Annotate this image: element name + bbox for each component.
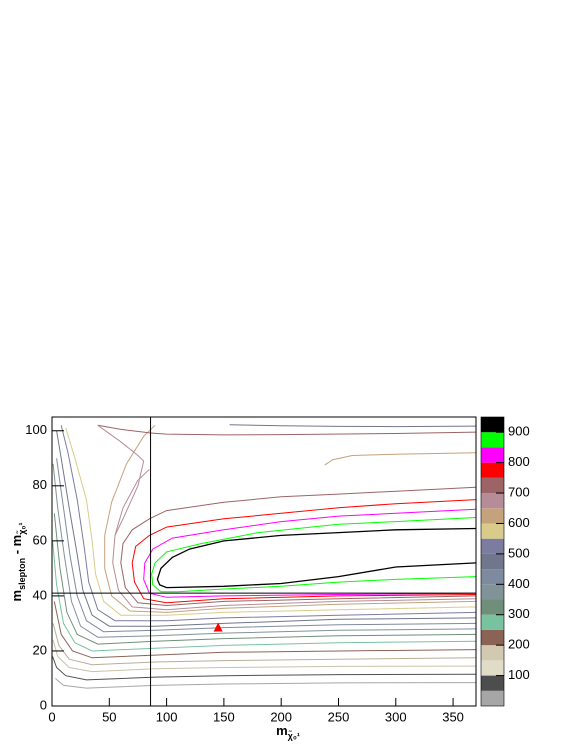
colorbar-cell [481,569,504,585]
contour-line [120,486,476,607]
contour-line [97,424,476,436]
contour-line [52,540,476,652]
contour-line [65,427,476,616]
colorbar-cell [481,645,504,661]
contour-line [131,499,476,604]
contour-line [52,463,476,638]
z-tick-label: 600 [508,515,530,530]
plot-frame [51,416,477,707]
contour-line [52,623,476,666]
contour-line [52,639,476,673]
y-tick-label: 0 [40,697,47,712]
colorbar-cell [481,599,504,615]
contour-line [97,424,145,536]
x-tick-label: 0 [48,709,55,724]
y-label-part: χ̃₀¹ [16,523,27,535]
z-tick-label: 900 [508,424,530,439]
y-label-part: m [9,590,24,602]
colorbar-cell [481,477,504,494]
z-tick-label: 800 [508,454,530,469]
x-label-part: χ̃₀¹ [288,730,300,741]
x-label-part: m [276,723,288,738]
colorbar-cell [481,417,504,433]
x-tick-label: 150 [213,709,235,724]
z-tick-label: 400 [508,576,530,591]
contour-line [156,527,476,589]
colorbar-cell [481,523,504,539]
contour-line [56,458,476,633]
x-tick-label: 200 [270,709,292,724]
contour-line [324,452,476,466]
colorbar-cell [481,538,504,554]
contour-line [53,601,476,659]
colorbar-cell [481,508,504,524]
z-tick-label: 200 [508,637,530,652]
colorbar-cell [481,675,504,691]
contour-line [151,517,476,593]
colorbar-cell [481,432,504,448]
colorbar-cell [481,614,504,630]
y-label-part: slepton [17,558,27,590]
contour-line [229,424,476,428]
colorbar-cell [481,493,504,509]
y-label-part: - m [9,535,24,558]
x-tick-label: 250 [328,709,350,724]
colorbar-cell [481,690,504,706]
colorbar-cell [481,462,504,478]
y-axis-label: mslepton - mχ̃₀¹ [9,523,27,602]
colorbar-cell [481,629,504,646]
x-tick-label: 100 [156,709,178,724]
z-tick-label: 700 [508,484,530,499]
y-tick-label: 80 [33,477,47,492]
contour-line [104,424,476,613]
colorbar-cell [481,660,504,676]
contour-line [143,508,476,598]
x-tick-label: 300 [385,709,407,724]
colorbar-cell [481,553,504,570]
contour-line [56,430,476,627]
colorbar-cell [481,584,504,600]
colorbar-frame [480,416,505,707]
y-tick-label: 20 [33,642,47,657]
contour-line [55,678,476,689]
marker [213,622,223,632]
y-tick-label: 100 [25,422,47,437]
x-tick-label: 350 [442,709,464,724]
y-tick-label: 40 [33,587,47,602]
x-tick-label: 50 [102,709,116,724]
contour-line [60,425,476,622]
z-tick-label: 100 [508,667,530,682]
colorbar-cell [481,447,504,463]
contour-line [52,656,476,681]
plot-area [52,417,476,706]
y-tick-label: 60 [33,532,47,547]
x-axis-label: mχ̃₀¹ [276,723,300,741]
contour-line [53,513,476,645]
z-tick-label: 300 [508,606,530,621]
z-tick-label: 500 [508,545,530,560]
contour-line [112,468,476,611]
